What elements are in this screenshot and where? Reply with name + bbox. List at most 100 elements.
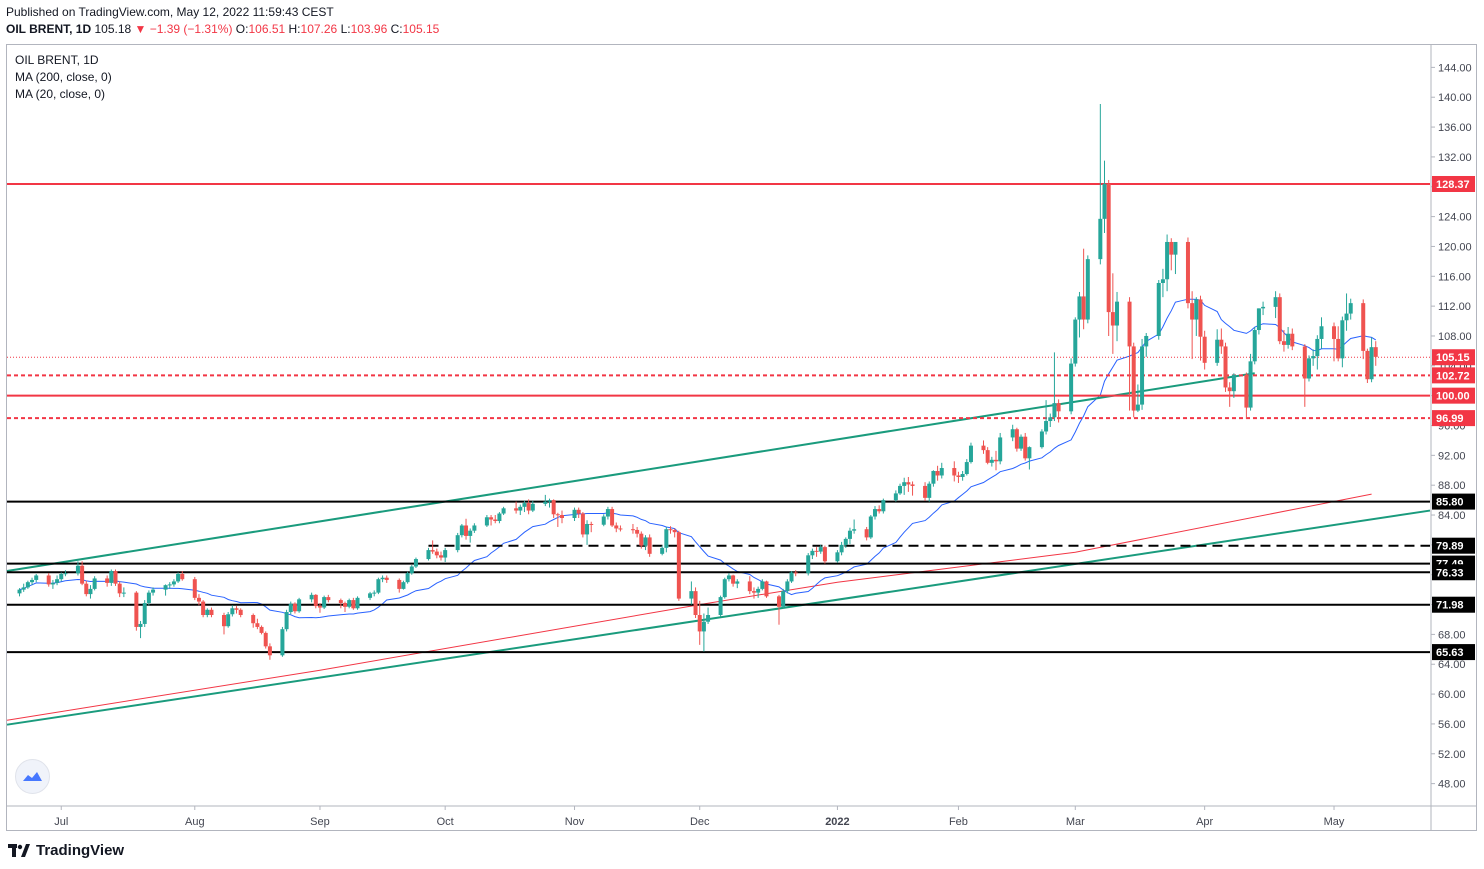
- candle-up: [1261, 306, 1266, 309]
- candle-up: [280, 629, 285, 656]
- candle-up: [1027, 447, 1032, 459]
- candle-up: [1073, 319, 1078, 364]
- candle-down: [251, 615, 256, 624]
- candle-up: [468, 530, 473, 536]
- high-value: 107.26: [300, 22, 338, 36]
- open-label: O:: [235, 22, 249, 36]
- y-tick-label: 120.00: [1438, 241, 1472, 253]
- candle-up: [1010, 429, 1015, 438]
- candle-down: [1223, 346, 1228, 388]
- ma20-line: [19, 298, 1377, 619]
- x-tick-label: Dec: [690, 816, 710, 828]
- candle-down: [192, 579, 197, 598]
- candle-down: [397, 579, 402, 589]
- candle-down: [956, 475, 961, 477]
- x-tick-label: Apr: [1196, 816, 1213, 828]
- candle-down: [1014, 429, 1019, 449]
- candle-up: [1348, 303, 1353, 314]
- candle-down: [351, 600, 356, 609]
- tradingview-badge-icon[interactable]: [15, 759, 50, 794]
- candle-down: [618, 528, 623, 530]
- candle-up: [664, 529, 669, 548]
- candle-down: [234, 608, 239, 610]
- candle-down: [292, 603, 297, 612]
- legend-title: OIL BRENT, 1D: [15, 53, 99, 67]
- candle-up: [368, 593, 373, 598]
- x-tick-label: May: [1324, 816, 1345, 828]
- candle-down: [864, 529, 869, 538]
- price-tag-label: 128.37: [1436, 179, 1470, 191]
- x-tick-label: Mar: [1066, 816, 1085, 828]
- candle-up: [760, 581, 765, 589]
- candle-down: [430, 550, 435, 552]
- candle-up: [868, 516, 873, 538]
- price-tag-65.63: [1432, 644, 1475, 661]
- candle-down: [994, 459, 999, 462]
- candle-down: [317, 606, 322, 608]
- candle-up: [443, 550, 448, 558]
- candle-down: [238, 609, 243, 616]
- candle-up: [605, 509, 610, 517]
- candle-down: [697, 615, 702, 632]
- price-tag-label: 65.63: [1436, 647, 1464, 659]
- candle-up: [176, 573, 181, 582]
- chart-legend: OIL BRENT, 1D MA (200, close, 0) MA (20,…: [15, 52, 112, 103]
- candle-up: [806, 555, 811, 574]
- candle-down: [313, 594, 318, 607]
- price-tag-96.99: [1432, 410, 1475, 427]
- candle-down: [255, 623, 260, 627]
- candle-down: [1373, 347, 1378, 357]
- legend-ma200[interactable]: MA (200, close, 0): [15, 70, 112, 84]
- tradingview-brand[interactable]: TradingView: [8, 842, 124, 859]
- close-value: 105.15: [402, 22, 440, 36]
- candle-down: [981, 445, 986, 451]
- candle-up: [401, 582, 406, 589]
- candle-down: [384, 577, 389, 580]
- candle-up: [530, 503, 535, 511]
- y-tick-label: 88.00: [1438, 480, 1466, 492]
- candle-up: [142, 603, 147, 624]
- candle-down: [777, 596, 782, 607]
- candle-down: [489, 517, 494, 520]
- candle-up: [847, 530, 852, 539]
- candle-up: [718, 597, 723, 616]
- candle-up: [931, 471, 936, 484]
- candle-down: [1361, 303, 1366, 351]
- quote-line: OIL BRENT, 1D 105.18 ▼ −1.39 (−1.31%) O:…: [6, 22, 439, 36]
- candle-up: [413, 559, 418, 567]
- candle-up: [1085, 259, 1090, 320]
- y-tick-label: 144.00: [1438, 62, 1472, 74]
- candle-up: [1044, 421, 1049, 432]
- candle-up: [1315, 338, 1320, 357]
- candle-up: [50, 582, 55, 585]
- candle-up: [585, 523, 590, 535]
- candle-down: [201, 601, 206, 616]
- candle-down: [576, 509, 581, 514]
- candle-down: [105, 578, 110, 583]
- candle-down: [647, 537, 652, 554]
- candle-up: [1173, 241, 1178, 255]
- price-tag-label: 71.98: [1436, 600, 1464, 612]
- candle-down: [526, 503, 531, 511]
- legend-ma20[interactable]: MA (20, close, 0): [15, 87, 106, 101]
- chart-frame: [6, 44, 1477, 831]
- candle-up: [1069, 363, 1074, 412]
- close-label: C:: [390, 22, 403, 36]
- candle-up: [1102, 183, 1107, 219]
- candle-down: [985, 450, 990, 463]
- candle-down: [1198, 299, 1203, 337]
- candle-down: [1281, 341, 1286, 345]
- candle-up: [1165, 241, 1170, 280]
- price-tag-71.98: [1432, 596, 1475, 613]
- candle-up: [893, 493, 898, 501]
- candle-up: [1077, 296, 1082, 320]
- y-tick-label: 68.00: [1438, 629, 1466, 641]
- trendline-1: [6, 372, 1255, 572]
- candle-up: [25, 582, 30, 588]
- candle-down: [1277, 297, 1282, 342]
- candle-up: [1115, 301, 1120, 326]
- candle-up: [1273, 297, 1278, 307]
- candle-up: [1256, 308, 1261, 331]
- price-tag-label: 102.72: [1436, 370, 1470, 382]
